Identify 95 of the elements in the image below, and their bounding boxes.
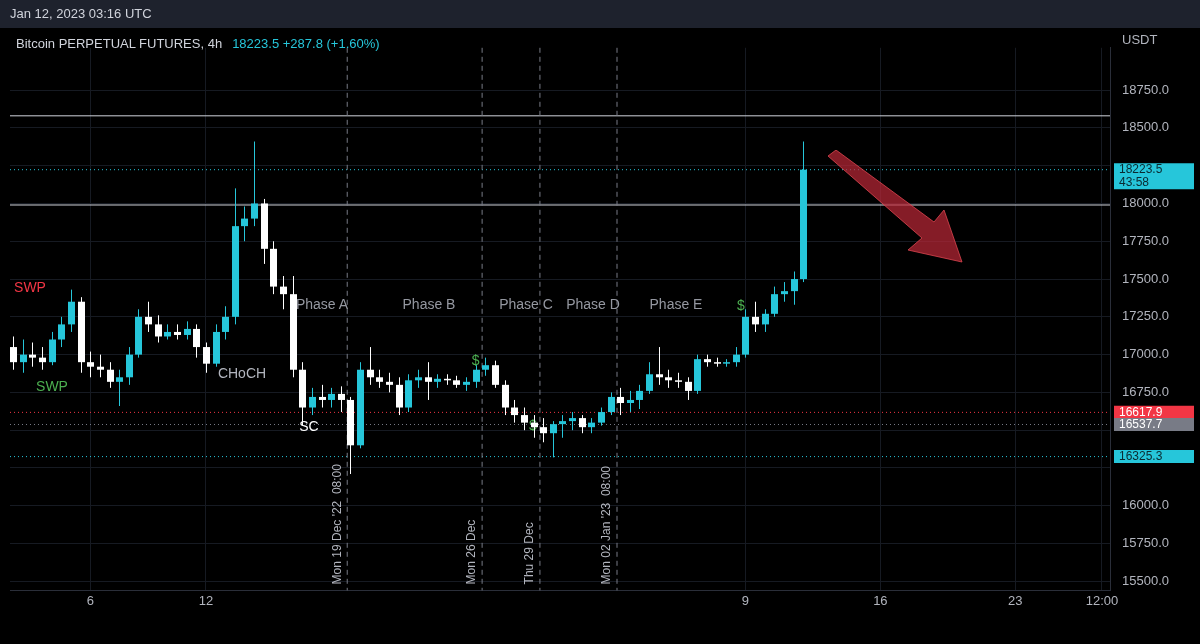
- x-tick-label: 12:00: [1085, 592, 1119, 608]
- candlestick: [569, 411, 576, 431]
- candlestick: [87, 351, 94, 378]
- y-tick-label: 17750.0: [1122, 232, 1169, 248]
- candlestick: [771, 286, 778, 318]
- annotation: Phase C: [499, 295, 553, 312]
- annotation: CHoCH: [217, 364, 267, 381]
- candlestick: [10, 335, 17, 371]
- x-tick-label: 6: [86, 592, 94, 608]
- ref-line-label: 16537.7: [1119, 416, 1163, 431]
- y-tick-label: 18500.0: [1122, 119, 1169, 135]
- candlestick: [126, 346, 133, 386]
- candlestick: [579, 414, 586, 434]
- candlestick: [193, 323, 200, 359]
- ref-line-label: 18223.5 43:58: [1119, 162, 1163, 190]
- ref-line-label: 16617.9: [1119, 404, 1163, 419]
- candlestick: [627, 390, 634, 413]
- annotation: Phase E: [649, 295, 703, 312]
- candlestick: [280, 275, 287, 310]
- candlestick: [733, 346, 740, 368]
- ref-line-label: Mon 02 Jan '23 08:00: [599, 465, 614, 585]
- candlestick: [241, 206, 248, 242]
- candlestick: [184, 320, 191, 340]
- chart-title: Bitcoin PERPETUAL FUTURES, 4h: [16, 36, 223, 51]
- candlestick: [58, 316, 65, 348]
- candlestick: [598, 407, 605, 427]
- y-tick-label: 15750.0: [1122, 535, 1169, 551]
- candlestick: [97, 354, 104, 378]
- candlestick: [68, 289, 75, 333]
- candlestick: [762, 308, 769, 333]
- annotation: $: [471, 351, 480, 368]
- candlestick: [107, 361, 114, 389]
- candlestick: [752, 301, 759, 333]
- ref-line-label: Mon 26 Dec: [464, 519, 479, 585]
- candlestick: [376, 369, 383, 389]
- candlestick: [781, 281, 788, 303]
- candlestick: [521, 407, 528, 431]
- y-tick-label: 17250.0: [1122, 308, 1169, 324]
- candlestick: [473, 364, 480, 389]
- candlestick: [636, 384, 643, 410]
- y-tick-label: 17500.0: [1122, 270, 1169, 286]
- candlestick: [319, 384, 326, 409]
- candlestick: [540, 417, 547, 443]
- annotation: SC: [299, 417, 319, 434]
- candlestick: [145, 301, 152, 333]
- candlestick: [482, 357, 489, 377]
- candlestick: [367, 346, 374, 386]
- candlestick: [396, 376, 403, 416]
- candlestick: [502, 379, 509, 416]
- chart-subtitle: 18223.5 +287.8 (+1.60%): [232, 36, 380, 51]
- y-tick-label: 18000.0: [1122, 195, 1169, 211]
- candlestick: [328, 387, 335, 409]
- ref-line-label: Thu 29 Dec: [522, 522, 537, 585]
- y-tick-label: 15500.0: [1122, 572, 1169, 588]
- annotation: Phase B: [402, 295, 456, 312]
- candlestick: [155, 314, 162, 344]
- y-tick-label: 16000.0: [1122, 497, 1169, 513]
- candlestick: [492, 360, 499, 389]
- y-tick-label: 18750.0: [1122, 81, 1169, 97]
- candlestick: [425, 361, 432, 401]
- candlestick: [791, 270, 798, 306]
- candlestick: [415, 369, 422, 389]
- candlestick: [222, 305, 229, 340]
- candlestick: [29, 342, 36, 368]
- candlestick: [559, 414, 566, 439]
- x-tick-label: 9: [741, 592, 750, 608]
- y-tick-label: 16750.0: [1122, 383, 1169, 399]
- candlestick: [203, 342, 210, 374]
- candlestick: [20, 339, 27, 374]
- candlestick: [338, 385, 345, 413]
- ref-line-label: Mon 19 Dec '22 08:00: [329, 463, 344, 585]
- candlestick: [511, 399, 518, 424]
- text: Jan 12, 2023 03:16 UTC: [10, 6, 152, 21]
- annotation: Phase D: [566, 295, 620, 312]
- candlestick: [251, 141, 258, 227]
- annotation: SWP: [36, 377, 68, 394]
- candlestick: [386, 372, 393, 393]
- candlestick: [646, 361, 653, 395]
- candlestick: [656, 346, 663, 386]
- x-tick-label: 23: [1008, 592, 1023, 608]
- y-tick-label: 17000.0: [1122, 346, 1169, 362]
- candlestick: [309, 387, 316, 416]
- annotation: SWP: [14, 278, 46, 295]
- candlestick: [608, 391, 615, 416]
- x-tick-label: 16: [873, 592, 888, 608]
- candlestick: [49, 331, 56, 366]
- y-axis-title: USDT: [1122, 31, 1158, 47]
- candlestick: [617, 387, 624, 416]
- candlestick: [665, 369, 672, 389]
- annotation: Phase A: [295, 295, 349, 312]
- x-tick-label: 12: [198, 592, 214, 608]
- annotation: $: [737, 296, 746, 313]
- candlestick: [116, 369, 123, 407]
- candlestick: [685, 376, 692, 401]
- ref-line-label: 16325.3: [1119, 448, 1163, 463]
